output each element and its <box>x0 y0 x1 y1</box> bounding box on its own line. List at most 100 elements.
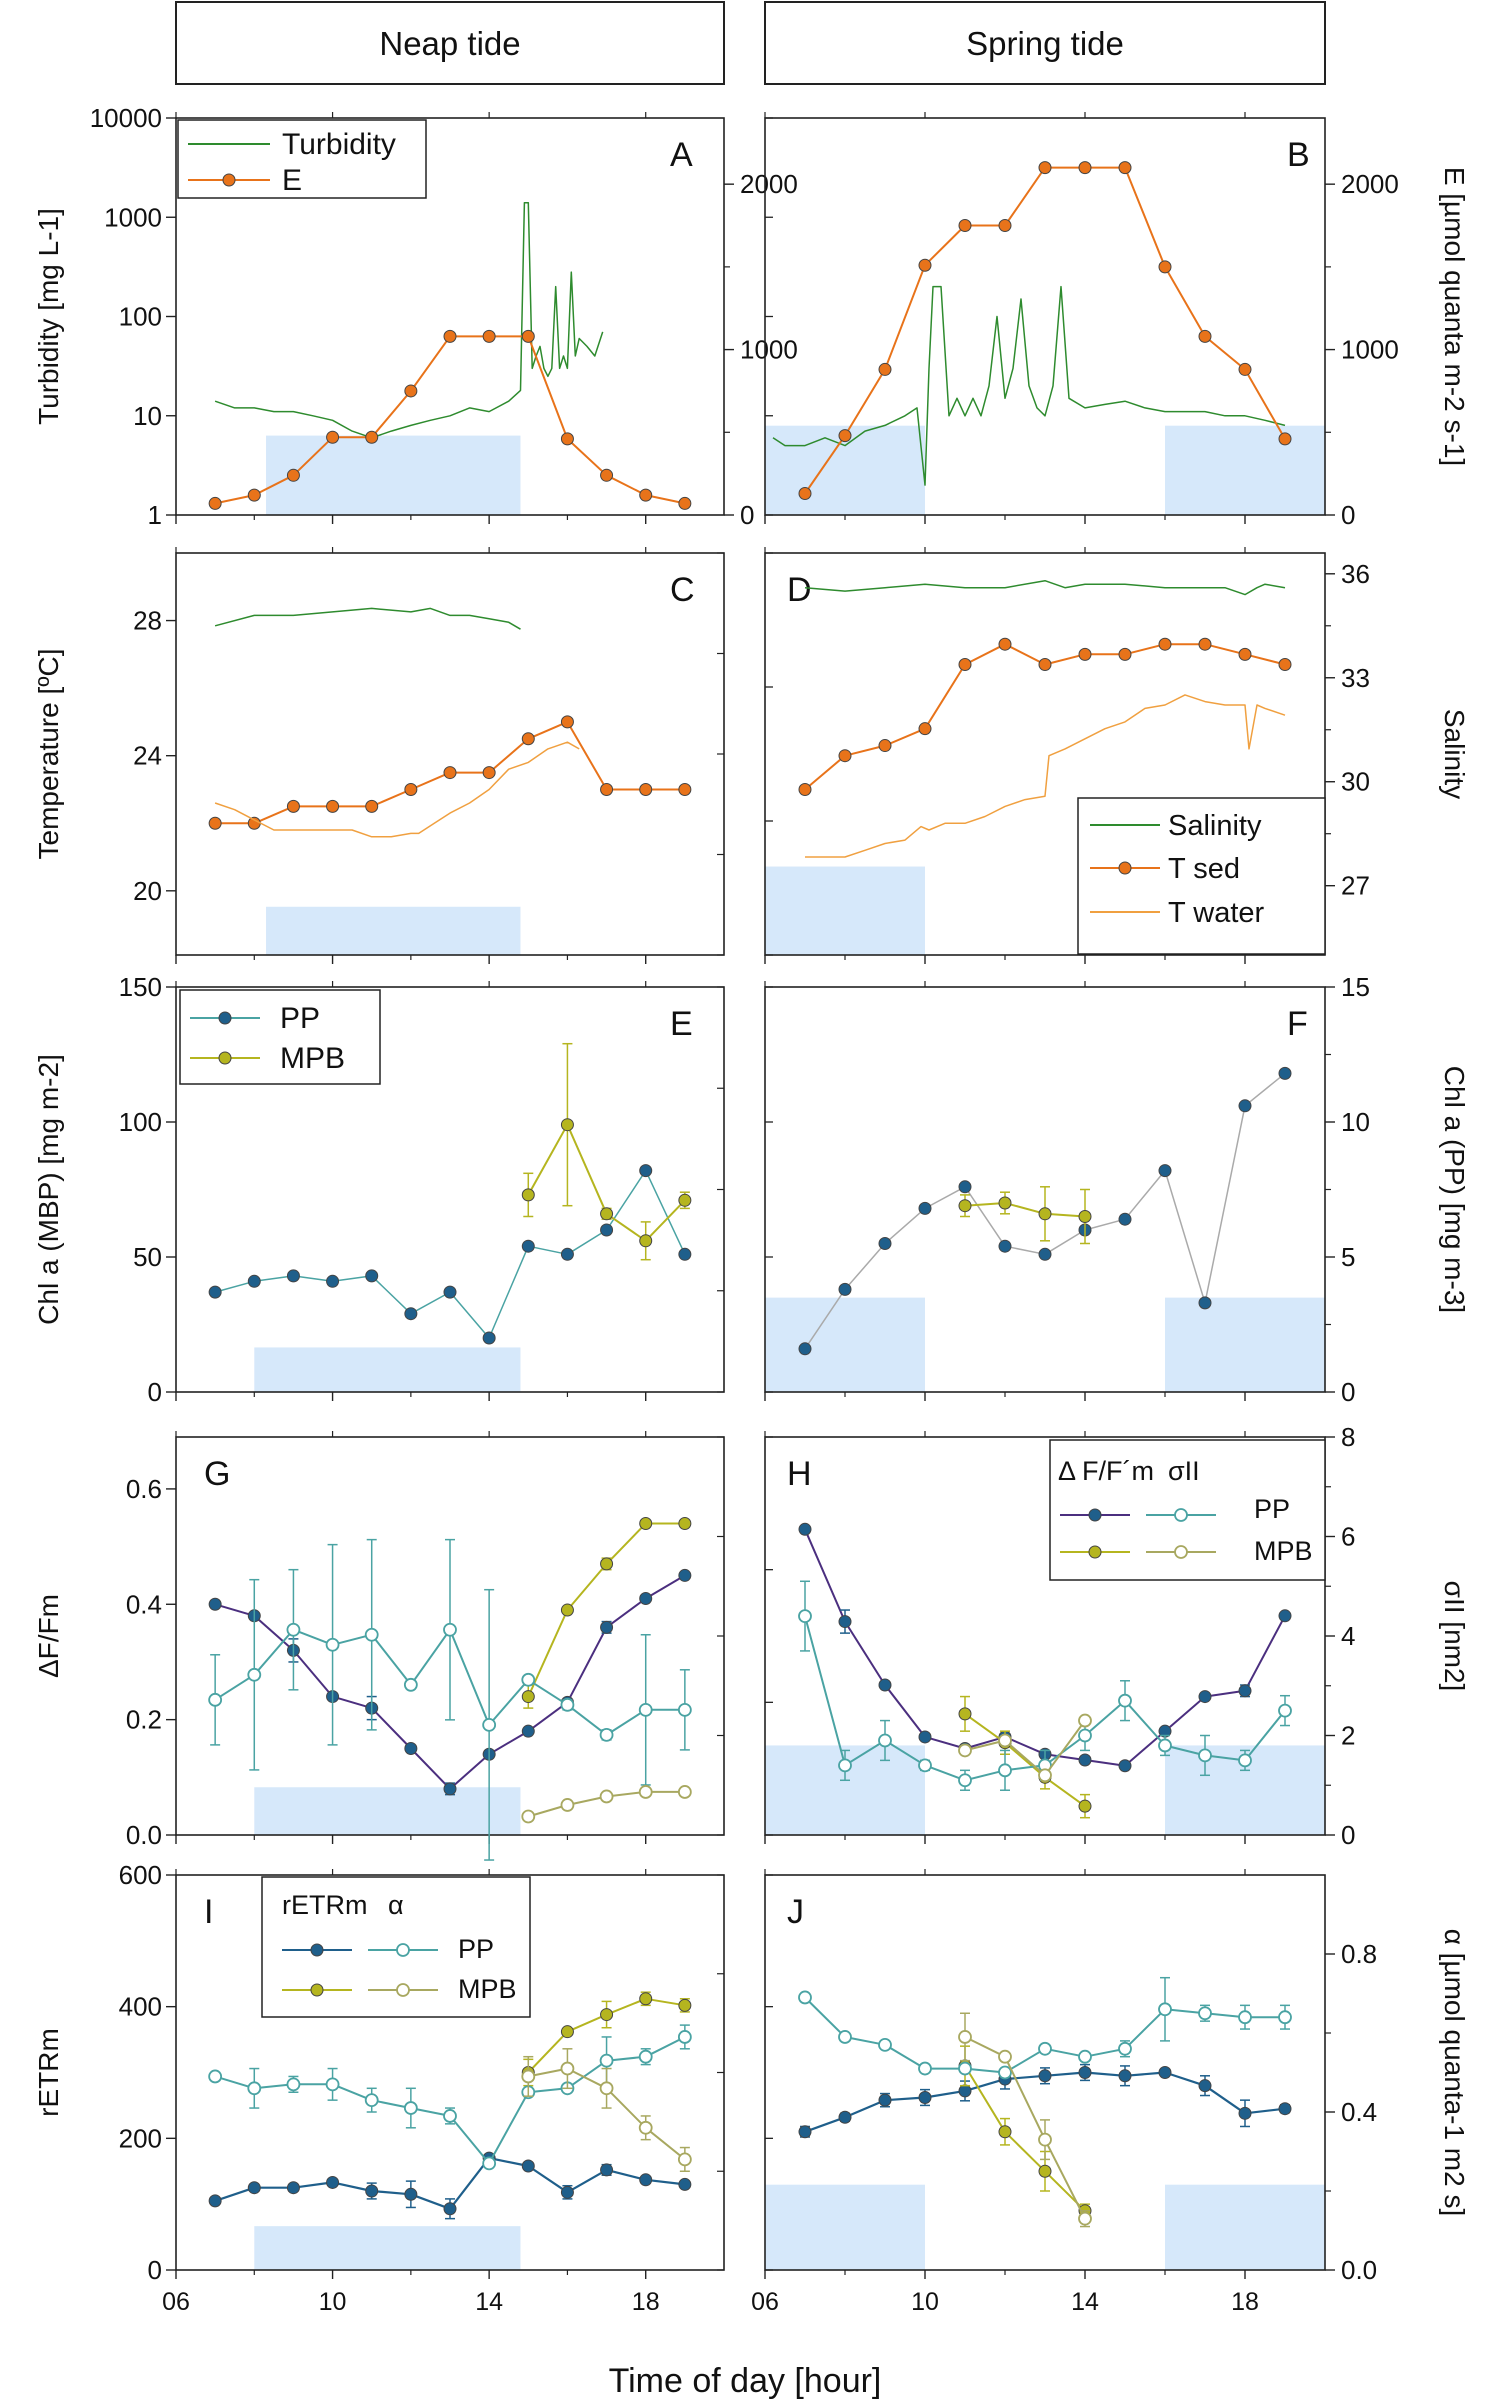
panel-f-series-pp-point <box>878 1237 892 1250</box>
panel-a-series-e-point <box>404 384 418 398</box>
panel-g-ytick-label: 0.4 <box>126 1589 162 1619</box>
header-spring-box <box>764 1 1326 85</box>
panel-g-ytick-label: 0.0 <box>126 1820 162 1850</box>
legend-mpb-marker <box>218 1051 232 1065</box>
panel-b-series-e-point <box>1158 260 1172 274</box>
panel-i-series-retrm-pp-point <box>678 2177 692 2191</box>
panel-h-series--ii-pp-point <box>1118 1693 1132 1708</box>
legend-tsed-label: T sed <box>1168 853 1240 885</box>
panel-a-ytick-label: 10 <box>133 401 162 431</box>
panel-g-series--f-fm-mpb <box>521 1517 692 1709</box>
panel-i-series--pp-point <box>286 2077 301 2092</box>
panel-b-letter: B <box>1287 136 1310 174</box>
panel-a-series-e-point <box>678 496 692 510</box>
panel-e-ylabel: Chl a (MBP) [mg m-2] <box>33 1054 64 1325</box>
panel-g-series--f-fm-pp-point <box>208 1597 222 1611</box>
panel-i-ytick-label: 200 <box>119 2123 162 2153</box>
panel-h-y2tick-label: 0 <box>1341 1820 1355 1850</box>
panel-f-letter: F <box>1287 1005 1308 1043</box>
panel-j-series--mpb-point <box>1078 2211 1092 2226</box>
panel-b-y2tick-label: 2000 <box>1341 169 1399 199</box>
panel-h-series--f-fm-pp-point <box>878 1678 892 1692</box>
panel-b-series-turbidity <box>772 285 1286 486</box>
panel-c-ytick-label: 24 <box>133 741 162 771</box>
panel-e-night-0 <box>254 1347 521 1392</box>
panel-f-series-pp-point <box>1238 1099 1252 1113</box>
panel-i-series--mpb <box>521 2048 692 2172</box>
panel-h-series--f-fm-mpb-point <box>958 1707 972 1721</box>
panel-i-series-retrm-mpb-point <box>600 2008 614 2022</box>
panel-j-series--pp-point <box>1158 2002 1172 2017</box>
panel-a-series-e-point <box>560 432 574 446</box>
panel-g-series--ii-pp-point <box>403 1677 418 1692</box>
panel-j-series--mpb-line <box>964 2036 1086 2220</box>
panel-i-series-retrm-mpb-point <box>560 2025 574 2039</box>
panel-g-series--ii-pp-point <box>482 1717 497 1732</box>
panel-j-series--pp-point <box>1278 2010 1292 2025</box>
panel-i-ylabel: rETRm <box>33 2028 64 2117</box>
panel-e-series-pp-point <box>521 1239 535 1253</box>
panel-a-series-e-point <box>600 468 614 482</box>
panel-e-series-mpb-point <box>639 1234 653 1248</box>
panel-j-y2label: α [µmol quanta-1 m2 s] <box>1439 1929 1470 2217</box>
panel-g-series--ii-mpb-point <box>638 1785 653 1799</box>
panel-h-series--f-fm-mpb-line <box>964 1713 1086 1808</box>
panel-c-series-t-sed-point <box>443 766 457 780</box>
panel-j-series-retrm-pp-point <box>798 2125 812 2139</box>
panel-e-ytick-label: 50 <box>133 1242 162 1272</box>
panel-d-series-t-water-line <box>805 694 1286 858</box>
panel-g-series--f-fm-mpb-point <box>521 1690 535 1704</box>
panel-h-series--f-fm-pp-point <box>838 1615 852 1629</box>
panel-a-series-turbidity-line <box>214 201 604 439</box>
panel-g-series--f-fm-mpb-line <box>527 1522 685 1698</box>
panel-b-y2tick-label: 0 <box>1341 500 1355 530</box>
panel-e-series-mpb-point <box>600 1207 614 1221</box>
panel-a-series-e-point <box>286 468 300 482</box>
panel-h-series--ii-pp-point <box>958 1773 972 1788</box>
legend-row4-mpb-filled-marker <box>1088 1545 1102 1559</box>
panel-j-series--pp-point <box>798 1990 812 2005</box>
panel-a-ytick-label: 1000 <box>104 202 162 232</box>
panel-f-y2tick-label: 0 <box>1341 1377 1355 1407</box>
panel-b-series-e-point <box>1278 432 1292 446</box>
panel-j-series-retrm-mpb-point <box>1038 2164 1052 2178</box>
panel-g-ytick-label: 0.2 <box>126 1705 162 1735</box>
panel-j-series-retrm-pp-point <box>1278 2102 1292 2116</box>
panel-h-y2tick-label: 6 <box>1341 1522 1355 1552</box>
panel-g-series--ii-pp-point <box>638 1702 653 1717</box>
panel-g-series--ii-pp-point <box>443 1622 457 1637</box>
panel-e-series-pp-line <box>214 1169 686 1339</box>
panel-a-letter: A <box>670 136 693 174</box>
panel-g-series--ii-pp-point <box>521 1672 536 1687</box>
panel-a-ytick-label: 1 <box>148 500 162 530</box>
panel-d-series-t-sed-point <box>1078 647 1092 661</box>
panel-i-series--pp-line <box>214 2036 686 2165</box>
panel-g-series--ii-mpb-point <box>599 1789 614 1804</box>
panel-b-series-e-point <box>1238 362 1252 376</box>
panel-i-series-retrm-pp-point <box>639 2173 653 2187</box>
panel-a-series-e-point <box>521 329 535 343</box>
panel-d-series-salinity <box>804 579 1286 596</box>
legend-row5-pp-open-marker <box>396 1943 410 1957</box>
legend-row4-pp-open-marker <box>1174 1508 1188 1522</box>
panel-c-series-t-sed-point <box>482 766 496 780</box>
panel-g-series--f-fm-pp-point <box>443 1782 457 1796</box>
panel-f-series-mpb-point <box>998 1196 1012 1210</box>
legend-row4-pp-filled-marker <box>1088 1508 1102 1522</box>
legend-twater-label: T water <box>1168 897 1265 929</box>
panel-j-series-retrm-mpb-point <box>998 2125 1012 2139</box>
panel-i-series-retrm-pp-point <box>208 2194 222 2208</box>
panel-f-series-pp-point <box>1118 1212 1132 1226</box>
panel-i-xtick-label: 10 <box>319 2288 347 2316</box>
panel-i-series--pp-point <box>247 2081 262 2096</box>
panel-f-series-mpb-point <box>1038 1207 1052 1221</box>
legend-tsed-marker <box>1118 861 1132 875</box>
legend-row5-mpb-filled-marker <box>310 1983 324 1997</box>
panel-j-series-retrm-pp-point <box>1198 2079 1212 2093</box>
panel-e-series-mpb-point <box>678 1193 692 1207</box>
panel-i-series--pp-point <box>403 2101 418 2115</box>
panel-i-series-retrm-pp-point <box>326 2175 340 2189</box>
panel-d-series-t-sed-point <box>918 722 932 736</box>
panel-f-series-pp-point <box>998 1239 1012 1253</box>
